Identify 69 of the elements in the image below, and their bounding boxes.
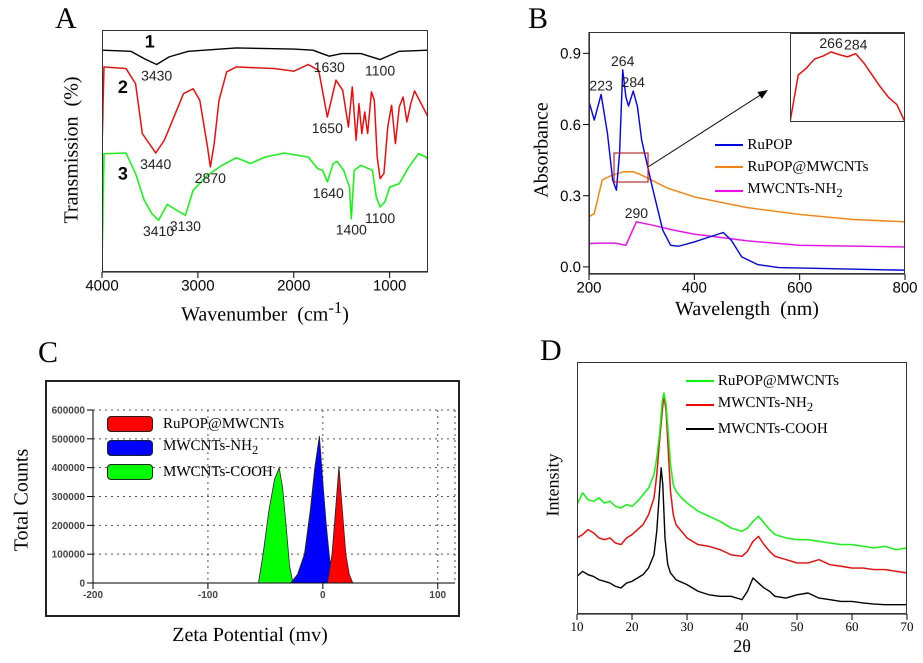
annotation: 1630 bbox=[314, 59, 346, 76]
legend-label: RuPOP@MWCNTs bbox=[747, 158, 869, 177]
series-label: 3 bbox=[118, 164, 128, 184]
x-tick-label: 0 bbox=[320, 590, 326, 602]
y-tick-label: 200000 bbox=[52, 520, 86, 532]
x-tick-label: 70 bbox=[900, 619, 914, 634]
y-tick-label: 0.6 bbox=[560, 116, 581, 134]
y-tick-label: 100000 bbox=[52, 550, 86, 561]
y-axis-title: Intensity bbox=[542, 454, 564, 516]
x-tick-label: 200 bbox=[576, 280, 602, 297]
annotation: 266 bbox=[819, 34, 843, 51]
x-axis-title: Wavenumber (cm$^{-1}$) bbox=[181, 298, 349, 327]
legend-label: MWCNTs-NH$_{2}$ bbox=[718, 394, 814, 416]
y-tick-label: 0.3 bbox=[560, 188, 581, 206]
legend-label: MWCNTs-COOH bbox=[718, 420, 828, 439]
annotation: 264 bbox=[611, 52, 635, 69]
annotation: 1650 bbox=[312, 120, 344, 136]
annotation: 284 bbox=[844, 36, 868, 53]
annotation: 1640 bbox=[312, 184, 344, 201]
x-tick-label: 4000 bbox=[85, 278, 119, 295]
x-axis-title: 2θ bbox=[733, 636, 751, 657]
x-axis-title: Wavelength (nm) bbox=[675, 298, 819, 321]
x-tick-label: 600 bbox=[787, 280, 812, 297]
x-tick-label: 3000 bbox=[181, 278, 215, 295]
x-tick-label: 30 bbox=[680, 619, 694, 634]
x-tick-label: 800 bbox=[892, 280, 918, 297]
x-tick-label: 60 bbox=[846, 619, 858, 634]
y-tick-label: 300000 bbox=[52, 492, 86, 504]
legend-label: MWCNTs-NH$_{2}$ bbox=[163, 437, 258, 459]
y-tick-label: 500000 bbox=[52, 434, 86, 446]
y-axis-title: Transmission (%) bbox=[60, 76, 84, 224]
legend-label: MWCNTs-COOH bbox=[163, 463, 273, 482]
x-tick-label: -200 bbox=[82, 590, 104, 602]
x-tick-label: 40 bbox=[736, 619, 748, 634]
line-series bbox=[589, 221, 905, 248]
chart-title: A bbox=[55, 2, 77, 36]
annotation: 1100 bbox=[365, 210, 396, 226]
y-tick-label: 0.9 bbox=[560, 46, 581, 63]
y-tick-label: 400000 bbox=[52, 463, 86, 474]
legend-label: MWCNTs-NH$_{2}$ bbox=[747, 180, 843, 202]
series-label: 2 bbox=[118, 76, 128, 97]
annotation: 3430 bbox=[141, 67, 172, 84]
chart-title: D bbox=[540, 334, 562, 368]
x-tick-label: 1000 bbox=[372, 278, 406, 295]
x-tick-label: 400 bbox=[682, 280, 707, 297]
y-tick-label: 600000 bbox=[52, 406, 86, 417]
annotation: 3440 bbox=[140, 156, 172, 172]
x-tick-label: 10 bbox=[570, 619, 584, 634]
line-series bbox=[589, 69, 905, 271]
annotation: 1100 bbox=[365, 62, 396, 79]
x-tick-label: 50 bbox=[790, 619, 804, 634]
legend-label: RuPOP@MWCNTs bbox=[718, 372, 840, 391]
annotation: 1400 bbox=[336, 222, 368, 238]
x-tick-label: 100 bbox=[429, 590, 447, 602]
series-label: 1 bbox=[144, 31, 155, 52]
y-tick-label: 0 bbox=[79, 578, 86, 590]
x-tick-label: 20 bbox=[626, 619, 638, 634]
x-tick-label: -100 bbox=[198, 590, 218, 602]
y-tick-label: 0.0 bbox=[560, 259, 581, 276]
x-axis-title: Zeta Potential (mv) bbox=[172, 624, 328, 647]
legend-label: RuPOP@MWCNTs bbox=[163, 415, 284, 434]
y-axis-title: Total Counts bbox=[10, 448, 34, 552]
x-tick-label: 2000 bbox=[277, 278, 310, 295]
annotation: 223 bbox=[589, 77, 614, 94]
chart-title: C bbox=[38, 336, 58, 370]
annotation: 290 bbox=[624, 204, 648, 221]
chart-title: B bbox=[528, 2, 548, 36]
y-axis-title: Absorbance bbox=[530, 102, 554, 198]
legend-label: RuPOP bbox=[747, 136, 792, 155]
